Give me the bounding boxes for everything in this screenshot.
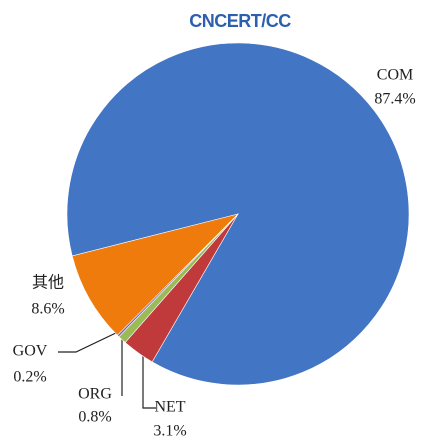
slice-value-label: 8.6%: [31, 301, 64, 318]
slice-value-label: 0.8%: [78, 409, 111, 426]
chart-title: CNCERT/CC: [189, 11, 291, 31]
slice-value-label: 87.4%: [374, 91, 415, 108]
slice-label: COM: [377, 67, 413, 84]
pie-slice: [71, 213, 239, 336]
leader-line: [58, 330, 121, 353]
slice-value-label: 0.2%: [13, 369, 46, 386]
slice-label: 其他: [32, 274, 64, 292]
slice-label: NET: [154, 399, 185, 416]
slice-label: ORG: [78, 386, 112, 403]
slice-value-label: 3.1%: [153, 423, 186, 439]
leader-line: [142, 352, 156, 409]
slice-label: GOV: [13, 343, 48, 360]
